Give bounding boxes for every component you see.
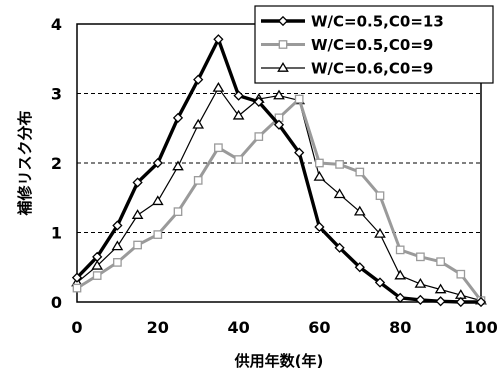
series-2 — [72, 94, 486, 305]
series-2-point-13 — [335, 160, 344, 169]
series-3-point-7 — [212, 81, 225, 92]
x-tick-label-20: 20 — [147, 318, 169, 337]
series-1-point-2 — [112, 220, 123, 231]
x-tick-label-80: 80 — [389, 318, 411, 337]
series-2-point-12 — [315, 158, 324, 168]
grid-lines — [77, 93, 481, 233]
series-1-point-7 — [213, 34, 224, 45]
legend-marker-1 — [277, 15, 289, 27]
legend-marker-2 — [278, 40, 288, 49]
x-axis-title: 供用年数(年) — [234, 352, 324, 370]
x-tick-label-100: 100 — [464, 318, 497, 337]
series-2-point-9 — [254, 132, 264, 141]
legend-marker-3 — [277, 62, 289, 72]
series-1-point-0 — [71, 272, 83, 283]
y-axis-title: 補修リスク分布 — [16, 110, 34, 216]
x-tick-label-0: 0 — [71, 318, 82, 337]
series-3-point-2 — [111, 240, 124, 251]
legend-label-3: W/C=0.6,C0=9 — [311, 60, 433, 78]
legend-label-1: W/C=0.5,C0=13 — [311, 13, 444, 31]
x-tick-label-40: 40 — [227, 318, 249, 337]
series-3-point-4 — [151, 195, 164, 206]
series-2-point-18 — [436, 257, 445, 267]
series-2-point-14 — [355, 167, 365, 177]
series-2-point-0 — [72, 283, 82, 293]
series-1-point-10 — [273, 119, 285, 130]
series-3-point-14 — [353, 205, 366, 216]
series-1-point-12 — [314, 221, 325, 233]
series-2-point-19 — [456, 269, 466, 279]
series-3-point-13 — [333, 188, 346, 199]
series-1-point-6 — [193, 74, 204, 85]
series-1-point-13 — [334, 242, 345, 253]
series-2-point-7 — [214, 143, 223, 153]
series-2-point-1 — [92, 271, 102, 280]
series-3-point-8 — [232, 109, 245, 120]
series-3-point-18 — [434, 283, 447, 294]
series-3-point-3 — [131, 209, 144, 219]
series-3-point-1 — [91, 259, 104, 270]
series-1-point-14 — [354, 262, 365, 273]
series-1-point-19 — [455, 296, 466, 308]
series-3-point-16 — [394, 269, 407, 280]
series-2-point-6 — [193, 176, 203, 185]
series-1-point-20 — [475, 296, 487, 308]
series-3-point-6 — [192, 118, 205, 129]
y-tick-label-2: 2 — [51, 154, 62, 173]
series-1-point-11 — [294, 147, 305, 158]
series-1-point-1 — [92, 251, 103, 262]
y-tick-label-3: 3 — [51, 85, 62, 104]
series-3-point-12 — [313, 170, 326, 181]
series-1-point-9 — [253, 96, 264, 107]
series-3-point-17 — [414, 277, 427, 288]
series-layer — [71, 34, 487, 308]
series-3-point-5 — [172, 160, 184, 171]
series-2-point-16 — [395, 245, 405, 255]
series-3-point-10 — [273, 89, 285, 100]
series-1-point-17 — [415, 294, 426, 306]
series-1 — [71, 34, 487, 308]
series-1-point-3 — [132, 177, 143, 188]
series-2-point-17 — [416, 252, 425, 262]
series-1-point-15 — [374, 277, 386, 288]
series-2-point-4 — [153, 230, 163, 239]
y-tick-label-4: 4 — [51, 15, 62, 34]
series-2-point-5 — [173, 207, 183, 216]
y-tick-label-0: 0 — [51, 293, 62, 312]
series-2-point-11 — [294, 94, 304, 104]
series-1-point-16 — [395, 292, 406, 303]
series-1-point-8 — [233, 90, 244, 101]
x-tick-label-60: 60 — [308, 318, 330, 337]
series-2-point-15 — [375, 191, 385, 201]
series-2-point-8 — [234, 155, 243, 164]
y-tick-label-1: 1 — [51, 224, 62, 243]
series-2-point-2 — [113, 258, 122, 267]
series-1-point-18 — [435, 296, 446, 307]
legend: W/C=0.5,C0=13 W/C=0.5,C0=9 W/C=0.6,C0=9 — [254, 5, 494, 84]
legend-label-2: W/C=0.5,C0=9 — [311, 36, 433, 54]
series-1-point-5 — [172, 112, 184, 123]
series-3-point-15 — [374, 227, 386, 238]
series-1-point-4 — [152, 157, 163, 169]
series-2-point-3 — [133, 240, 142, 250]
